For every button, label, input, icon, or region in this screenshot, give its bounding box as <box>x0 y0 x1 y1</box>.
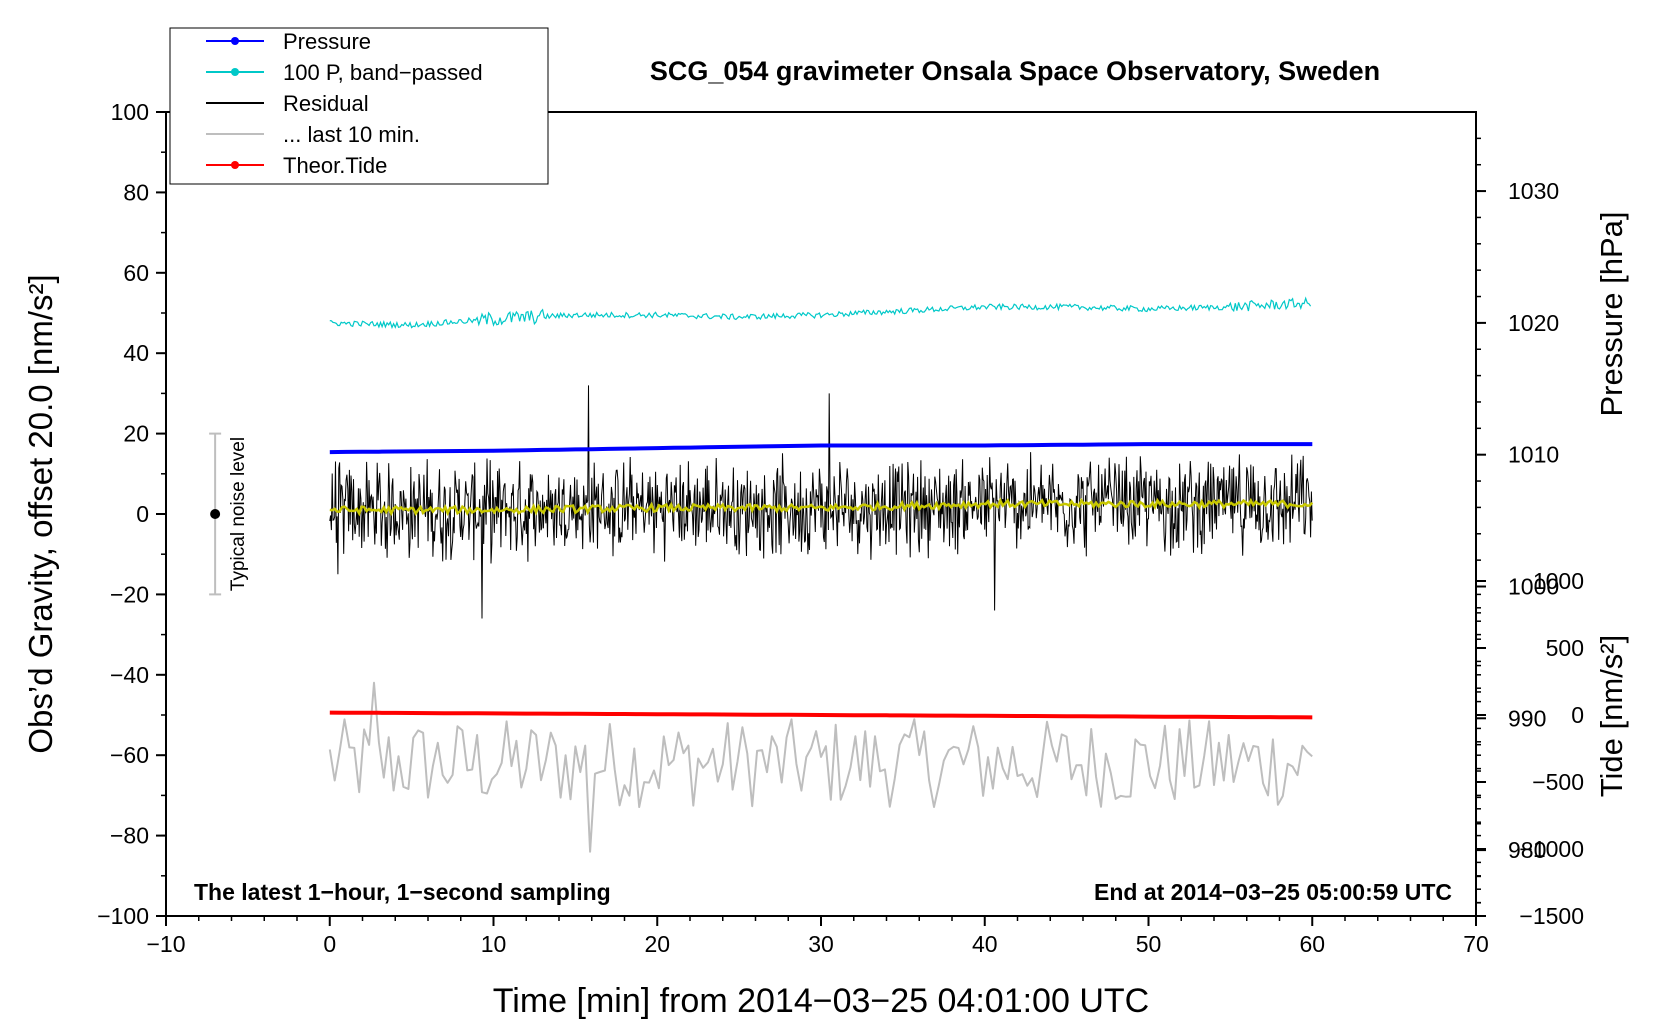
y-ticks-pressure: 980 990 1000 1010 1020 1030 <box>1476 137 1559 904</box>
tide-tick-label: 500 <box>1546 635 1584 661</box>
series-residual-smoothed-line <box>329 497 1314 517</box>
tide-tick-label: 0 <box>1571 702 1584 728</box>
y-axis-label-pressure: Pressure [hPa] <box>1594 211 1629 416</box>
series-last-10-min-line <box>328 681 1313 853</box>
noise-center-dot <box>210 509 221 519</box>
tide-tick-label: −1000 <box>1519 836 1584 862</box>
pressure-tick-label: 1010 <box>1508 442 1559 468</box>
pressure-tick-label: 1030 <box>1508 178 1559 204</box>
annotation-end-time: End at 2014−03−25 05:00:59 UTC <box>1094 879 1452 905</box>
noise-indicator <box>209 432 222 596</box>
series-band-passed-line <box>329 296 1312 330</box>
x-tick-label: 10 <box>481 931 507 957</box>
legend-swatch-marker <box>231 161 239 169</box>
annotation-sampling: The latest 1−hour, 1−second sampling <box>194 879 611 905</box>
y-tick-label: 0 <box>136 501 149 527</box>
y-tick-label: −100 <box>97 903 149 929</box>
tide-tick-label: −500 <box>1532 769 1584 795</box>
legend-swatch-marker <box>231 68 239 76</box>
pressure-tick-label: 990 <box>1508 705 1546 731</box>
chart-title: SCG_054 gravimeter Onsala Space Observat… <box>650 56 1380 86</box>
legend-label: Theor.Tide <box>283 153 387 178</box>
series-tide-line <box>329 710 1313 720</box>
legend-label: 100 P, band−passed <box>283 60 483 85</box>
pressure-tick-label: 980 <box>1508 837 1546 863</box>
x-ticks: −10 0 10 20 30 40 50 60 70 <box>146 916 1489 957</box>
series-residual-line <box>329 385 1313 619</box>
y-tick-label: 60 <box>123 260 149 286</box>
y-ticks-left: −100 −80 −60 −40 −20 0 20 40 60 80 100 <box>97 99 166 929</box>
legend: Pressure 100 P, band−passed Residual ... la… <box>169 27 549 185</box>
pressure-tick-label: 1000 <box>1508 573 1559 599</box>
noise-label: Typical noise level <box>228 437 249 591</box>
tide-tick-label: −1500 <box>1519 903 1584 929</box>
x-axis-label: Time [min] from 2014−03−25 04:01:00 UTC <box>493 982 1149 1020</box>
legend-label: ... last 10 min. <box>283 122 420 147</box>
pressure-tick-label: 1020 <box>1508 310 1559 336</box>
y-tick-label: 40 <box>123 340 149 366</box>
y-axis-label-tide: Tide [nm/s²] <box>1594 635 1629 798</box>
x-tick-label: 60 <box>1299 931 1325 957</box>
x-tick-label: 40 <box>972 931 998 957</box>
x-tick-label: −10 <box>146 931 185 957</box>
y-axis-label-left: Obs’d Gravity, offset 20.0 [nm/s²] <box>22 274 59 753</box>
x-tick-label: 70 <box>1463 931 1489 957</box>
y-tick-label: 80 <box>123 179 149 205</box>
legend-label: Residual <box>283 91 369 116</box>
x-tick-label: 30 <box>808 931 834 957</box>
x-tick-label: 50 <box>1136 931 1162 957</box>
legend-box <box>169 27 549 185</box>
y-tick-label: −80 <box>110 823 149 849</box>
x-tick-label: 0 <box>323 931 336 957</box>
legend-swatch-marker <box>231 37 239 45</box>
y-ticks-tide: −1500 −1000 −500 0 500 1000 <box>1476 568 1584 929</box>
data-series <box>328 296 1314 853</box>
y-tick-label: −20 <box>110 581 149 607</box>
y-tick-label: 100 <box>111 99 149 125</box>
tide-tick-label: 1000 <box>1533 568 1584 594</box>
y-tick-label: −60 <box>110 742 149 768</box>
x-tick-label: 20 <box>644 931 670 957</box>
legend-label: Pressure <box>283 29 371 54</box>
series-pressure-line <box>329 442 1313 455</box>
y-tick-label: 20 <box>123 421 149 447</box>
y-tick-label: −40 <box>110 662 149 688</box>
